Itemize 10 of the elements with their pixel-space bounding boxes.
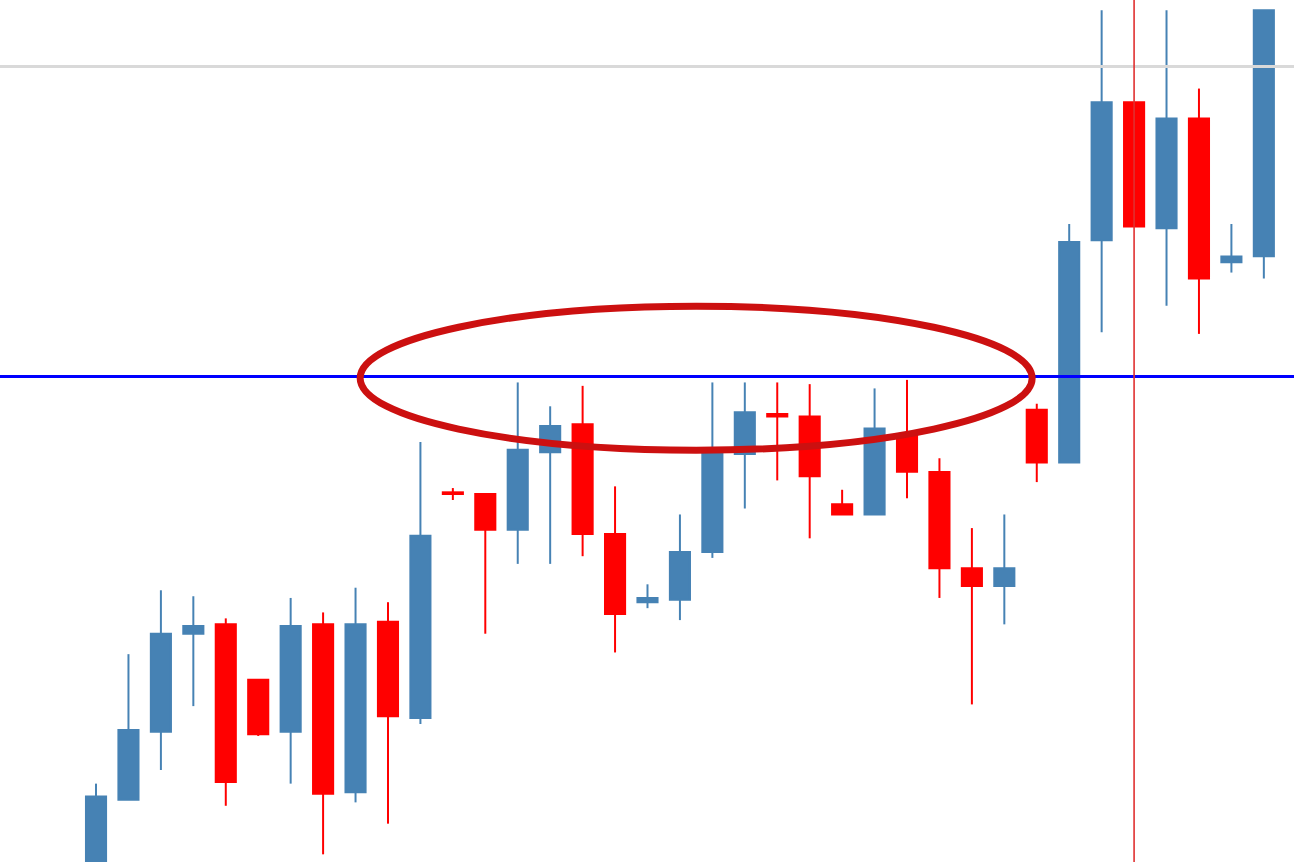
candlestick [895, 378, 919, 500]
candlestick [668, 513, 691, 622]
candlestick [636, 583, 659, 610]
candlestick [960, 527, 983, 706]
candlestick [182, 595, 205, 708]
candlestick [474, 493, 497, 635]
candlestick [831, 488, 854, 516]
candlestick [1220, 223, 1243, 274]
candlestick [766, 381, 789, 482]
candlestick [993, 513, 1016, 626]
